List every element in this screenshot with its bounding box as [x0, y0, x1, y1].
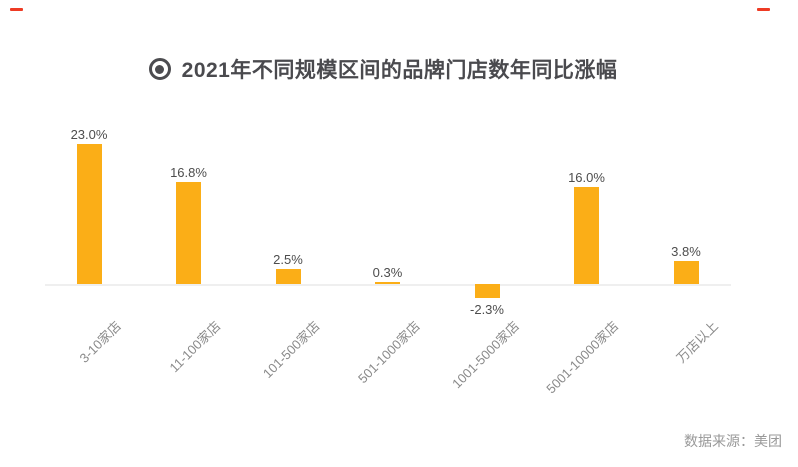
category-label-7: 万店以上 — [673, 318, 721, 366]
bar-value-label-1: 23.0% — [70, 127, 108, 142]
category-label-4: 501-1000家店 — [354, 318, 423, 387]
bar-4 — [375, 282, 400, 284]
chart-title: 2021年不同规模区间的品牌门店数年同比涨幅 — [181, 59, 618, 82]
category-label-5: 1001-5000家店 — [448, 318, 522, 392]
bar-value-label-7: 3.8% — [671, 244, 701, 259]
title-row: 2021年不同规模区间的品牌门店数年同比涨幅 — [0, 54, 766, 84]
x-axis-line — [45, 284, 731, 286]
category-label-3: 101-500家店 — [260, 318, 323, 382]
bar-5 — [474, 284, 500, 298]
bar-value-label-6: 16.0% — [568, 170, 605, 185]
bullseye-icon — [148, 58, 171, 80]
bar-6 — [574, 187, 599, 284]
bar-7 — [673, 261, 699, 284]
bar-2 — [176, 182, 201, 284]
category-label-1: 3-10家店 — [76, 318, 124, 366]
data-source-note: 数据来源：美团 — [684, 433, 782, 449]
category-label-2: 11-100家店 — [166, 318, 224, 376]
bar-1 — [76, 144, 102, 284]
bar-value-label-5: -2.3% — [470, 302, 504, 317]
category-label-6: 5001-10000家店 — [543, 318, 622, 397]
corner-mark-left — [10, 8, 23, 11]
bar-value-label-3: 2.5% — [273, 252, 303, 267]
bar-3 — [275, 269, 301, 284]
bar-value-label-2: 16.8% — [170, 165, 207, 180]
bar-value-label-4: 0.3% — [372, 265, 403, 280]
corner-mark-right — [757, 8, 770, 11]
